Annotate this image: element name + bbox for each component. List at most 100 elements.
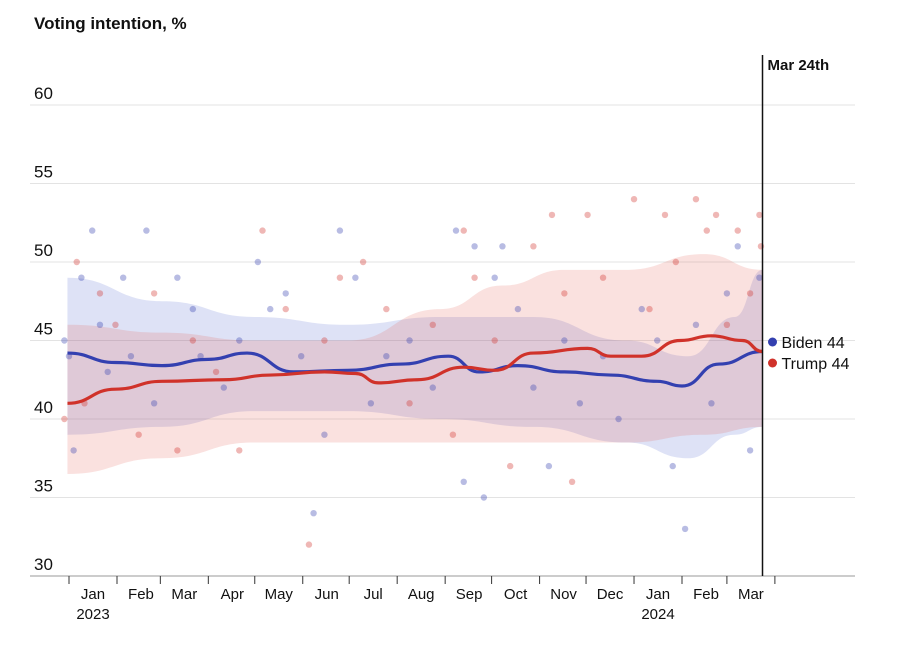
date-marker-label: Mar 24th [768, 57, 830, 74]
poll-point-biden [746, 447, 754, 454]
poll-point-trump [236, 447, 243, 454]
poll-point-trump [568, 478, 576, 485]
poll-point-trump [96, 290, 104, 297]
poll-point-trump [646, 305, 653, 313]
poll-point-biden [197, 353, 204, 360]
poll-point-biden [321, 431, 328, 438]
poll-point-biden [383, 353, 390, 360]
y-tick-label: 45 [34, 320, 53, 339]
poll-point-trump [61, 415, 68, 423]
poll-point-biden [514, 305, 522, 313]
poll-point-biden [669, 462, 676, 470]
poll-point-biden [282, 290, 289, 297]
poll-point-biden [220, 384, 227, 391]
poll-point-biden [638, 305, 645, 313]
poll-point-trump [174, 447, 181, 454]
x-year-label: 2023 [76, 606, 109, 623]
y-tick-label: 35 [34, 477, 53, 496]
poll-point-trump [406, 400, 413, 407]
poll-point-trump [491, 337, 498, 344]
x-tick-label: Sep [456, 586, 483, 603]
poll-point-trump [336, 274, 344, 281]
legend-dot-biden [768, 337, 778, 347]
poll-point-trump [672, 258, 680, 266]
poll-point-biden [150, 400, 158, 407]
poll-point-biden [61, 337, 68, 344]
poll-point-trump [305, 541, 313, 548]
poll-point-trump [561, 290, 568, 297]
poll-point-biden [530, 384, 537, 391]
x-tick-label: Jan [81, 586, 105, 603]
poll-point-trump [506, 462, 514, 470]
poll-point-trump [756, 211, 763, 219]
trend-line-biden [67, 349, 763, 388]
poll-point-trump [259, 227, 266, 234]
poll-point-trump [471, 274, 478, 281]
poll-point-biden [78, 274, 85, 281]
poll-point-trump [599, 274, 607, 281]
legend-label-trump: Trump 44 [782, 356, 850, 373]
poll-point-biden [352, 274, 359, 281]
x-tick-label: May [265, 586, 294, 603]
poll-point-trump [723, 321, 731, 328]
poll-point-biden [460, 478, 467, 485]
poll-point-biden [336, 227, 344, 234]
poll-point-trump [189, 337, 197, 344]
poll-point-trump [282, 305, 289, 313]
x-tick-label: Aug [408, 586, 435, 603]
poll-point-biden [298, 353, 305, 360]
poll-point-biden [681, 525, 689, 533]
poll-point-biden [367, 400, 375, 407]
poll-point-biden [406, 337, 413, 344]
x-tick-label: Nov [550, 586, 577, 603]
poll-point-biden [127, 353, 135, 360]
poll-point-biden [267, 305, 274, 313]
y-tick-label: 40 [34, 398, 53, 417]
y-tick-label: 30 [34, 555, 53, 574]
poll-point-trump [630, 196, 638, 203]
poll-point-biden [545, 462, 553, 470]
trend-line-trump [67, 334, 763, 405]
legend-label-biden: Biden 44 [782, 335, 845, 352]
y-tick-label: 55 [34, 163, 53, 182]
poll-point-trump [661, 211, 669, 219]
poll-point-trump [150, 290, 158, 297]
poll-point-biden [499, 243, 506, 250]
poll-point-trump [135, 431, 142, 438]
poll-point-biden [254, 258, 262, 266]
poll-point-trump [112, 321, 119, 328]
poll-point-biden [189, 305, 197, 313]
x-tick-label: Mar [738, 586, 764, 603]
poll-point-trump [746, 290, 754, 297]
poll-point-biden [104, 368, 111, 376]
x-tick-label: Feb [128, 586, 154, 603]
poll-point-biden [491, 274, 498, 281]
poll-point-biden [615, 415, 622, 423]
poll-point-biden [576, 400, 584, 407]
poll-point-trump [359, 258, 367, 266]
x-tick-label: Jan [646, 586, 670, 603]
legend-dot-trump [768, 358, 778, 368]
poll-point-trump [73, 258, 80, 266]
poll-point-biden [310, 510, 317, 517]
chart-title: Voting intention, % [34, 14, 187, 33]
poll-point-biden [756, 274, 763, 281]
poll-point-trump [449, 431, 457, 438]
poll-point-trump [703, 227, 710, 234]
poll-point-biden [89, 227, 96, 234]
poll-point-biden [561, 337, 568, 344]
x-tick-label: Feb [693, 586, 719, 603]
poll-point-biden [70, 447, 77, 454]
x-tick-label: Dec [597, 586, 624, 603]
poll-point-trump [212, 368, 220, 376]
poll-point-biden [119, 274, 127, 281]
poll-point-biden [723, 290, 731, 297]
x-tick-label: Apr [221, 586, 244, 603]
poll-point-biden [236, 337, 243, 344]
poll-point-biden [692, 321, 700, 328]
x-year-label: 2024 [641, 606, 674, 623]
poll-point-trump [712, 211, 720, 219]
x-tick-label: Jun [315, 586, 339, 603]
